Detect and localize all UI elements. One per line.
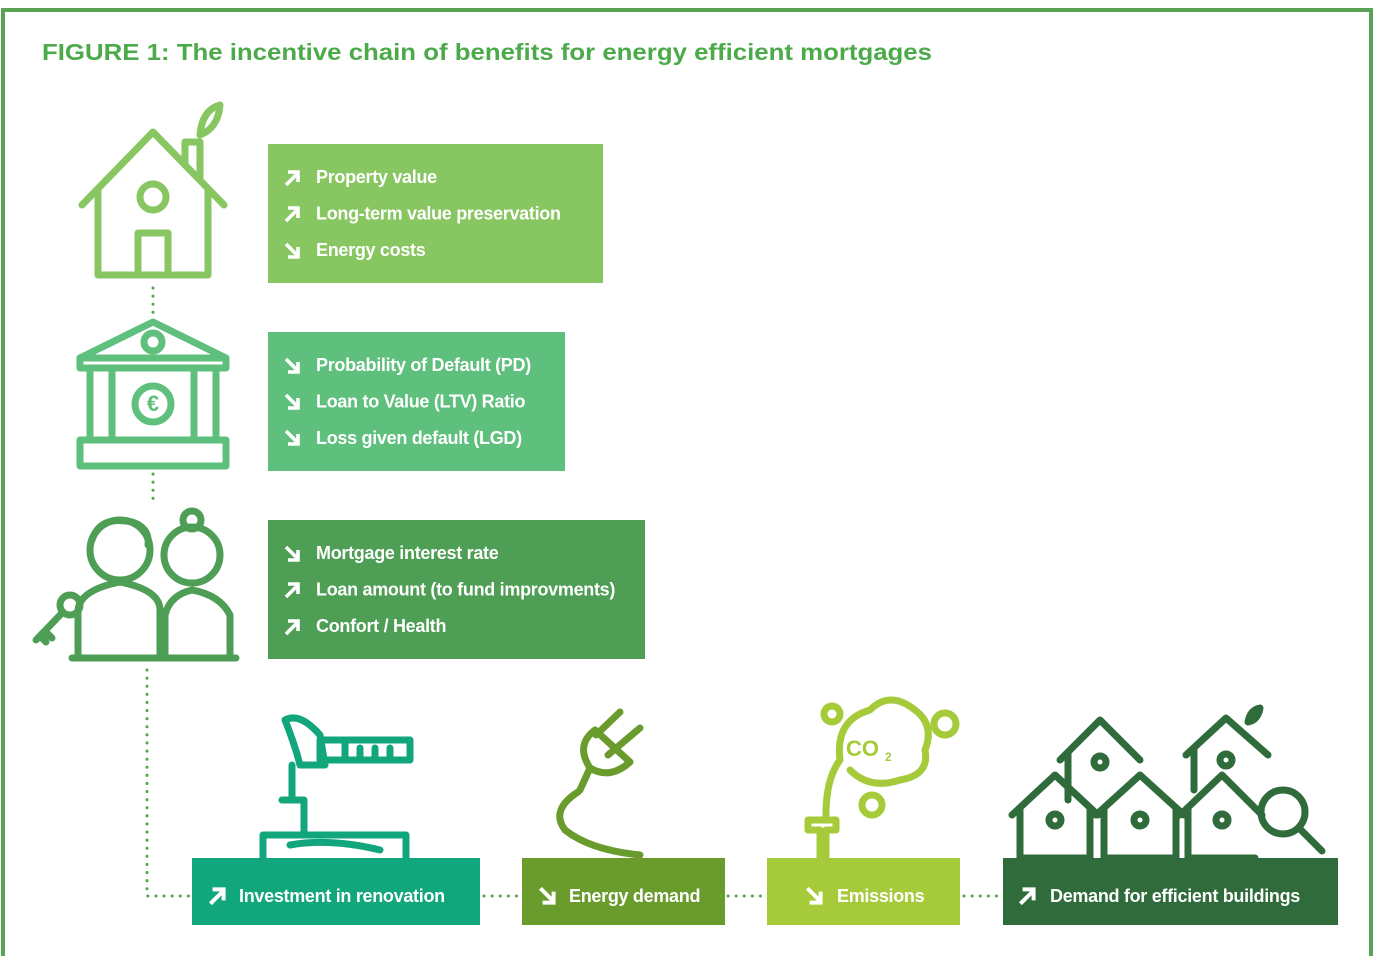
chain-label: Demand for efficient buildings — [1050, 886, 1300, 906]
benefit-item: Loan amount (to fund improvments) — [316, 579, 615, 599]
people-icon — [36, 511, 236, 658]
benefit-item: Energy costs — [316, 240, 426, 260]
figure: FIGURE 1: The incentive chain of benefit… — [0, 0, 1375, 956]
benefit-item: Loan to Value (LTV) Ratio — [316, 391, 525, 411]
smoke-icon: CO 2 — [808, 700, 956, 858]
chain-label: Investment in renovation — [239, 886, 445, 906]
benefit-item: Mortgage interest rate — [316, 543, 499, 563]
chain-label: Energy demand — [569, 886, 700, 906]
houses-icon — [1012, 708, 1322, 858]
benefit-item: Probability of Default (PD) — [316, 355, 531, 375]
svg-text:2: 2 — [885, 750, 892, 764]
hammer-icon — [263, 718, 410, 858]
house-icon — [82, 105, 224, 275]
benefit-item: Long-term value preservation — [316, 203, 561, 223]
co2-label: CO — [846, 736, 879, 761]
bank-icon: € — [80, 322, 226, 466]
title: FIGURE 1: The incentive chain of benefit… — [42, 39, 932, 65]
benefit-item: Confort / Health — [316, 616, 446, 636]
plug-icon — [560, 712, 640, 855]
chain-label: Emissions — [837, 886, 925, 906]
benefit-item: Loss given default (LGD) — [316, 428, 522, 448]
benefit-item: Property value — [316, 167, 437, 187]
frame — [3, 10, 1371, 956]
svg-text:€: € — [147, 391, 159, 416]
